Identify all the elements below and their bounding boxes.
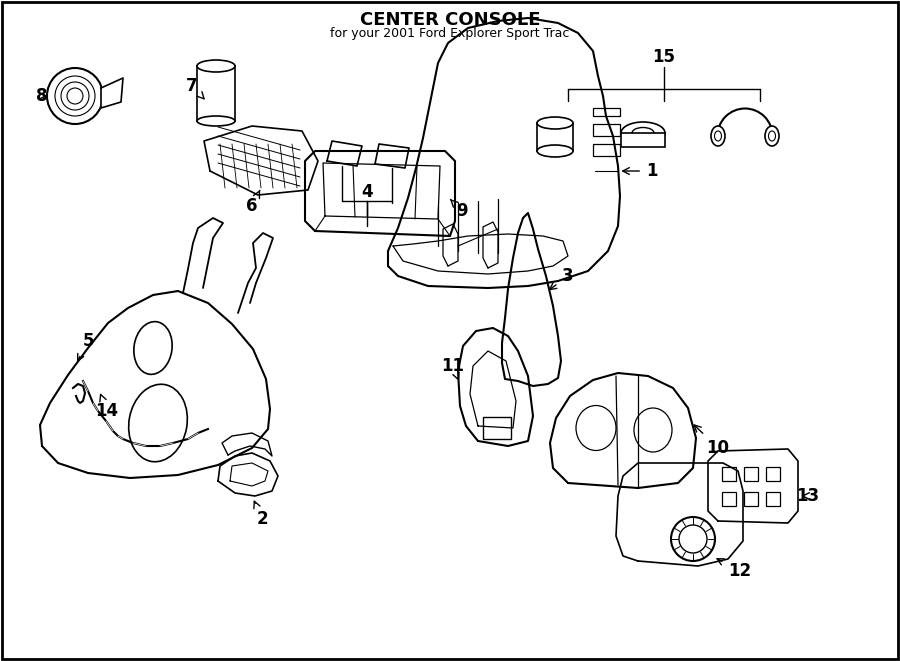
Text: 15: 15: [652, 48, 676, 66]
Ellipse shape: [197, 60, 235, 72]
Polygon shape: [183, 218, 223, 293]
Text: 14: 14: [95, 395, 119, 420]
Circle shape: [671, 517, 715, 561]
Polygon shape: [375, 144, 409, 168]
Bar: [766, 492, 780, 506]
Polygon shape: [388, 18, 620, 288]
Text: 10: 10: [694, 425, 730, 457]
Text: 8: 8: [36, 87, 48, 105]
Bar: [766, 467, 780, 481]
Ellipse shape: [765, 126, 779, 146]
Polygon shape: [458, 328, 533, 446]
Text: 3: 3: [550, 267, 574, 290]
Text: 12: 12: [717, 559, 752, 580]
Bar: [744, 492, 758, 506]
Polygon shape: [238, 233, 273, 313]
Text: 11: 11: [442, 357, 464, 379]
Bar: [722, 492, 736, 506]
Polygon shape: [101, 78, 123, 108]
Polygon shape: [502, 213, 561, 386]
Polygon shape: [305, 151, 455, 236]
Bar: [722, 467, 736, 481]
Polygon shape: [708, 449, 798, 523]
Bar: [621, 133, 665, 147]
Polygon shape: [327, 141, 362, 166]
Polygon shape: [204, 126, 318, 195]
Polygon shape: [550, 373, 696, 488]
Text: 2: 2: [254, 501, 268, 528]
Text: for your 2001 Ford Explorer Sport Trac: for your 2001 Ford Explorer Sport Trac: [330, 27, 570, 40]
Polygon shape: [616, 463, 743, 566]
Text: 5: 5: [77, 332, 94, 361]
Bar: [537, 123, 573, 151]
Text: 1: 1: [623, 162, 658, 180]
Polygon shape: [40, 291, 270, 478]
Bar: [593, 144, 620, 156]
Polygon shape: [393, 234, 568, 274]
Ellipse shape: [621, 122, 665, 144]
Polygon shape: [443, 224, 458, 266]
Text: 6: 6: [247, 190, 260, 215]
Bar: [744, 467, 758, 481]
Text: 4: 4: [361, 183, 373, 201]
Ellipse shape: [632, 128, 654, 139]
Polygon shape: [222, 433, 272, 456]
Text: CENTER CONSOLE: CENTER CONSOLE: [360, 11, 540, 29]
Ellipse shape: [197, 116, 235, 126]
Ellipse shape: [537, 117, 573, 129]
Text: 7: 7: [186, 77, 204, 99]
Ellipse shape: [711, 126, 725, 146]
Bar: [593, 124, 620, 136]
Bar: [483, 417, 511, 439]
Polygon shape: [483, 222, 498, 268]
Ellipse shape: [537, 145, 573, 157]
Text: 13: 13: [796, 487, 820, 505]
Text: 9: 9: [450, 200, 468, 220]
Bar: [593, 108, 620, 116]
Circle shape: [47, 68, 103, 124]
Bar: [197, 66, 235, 121]
Polygon shape: [218, 453, 278, 496]
